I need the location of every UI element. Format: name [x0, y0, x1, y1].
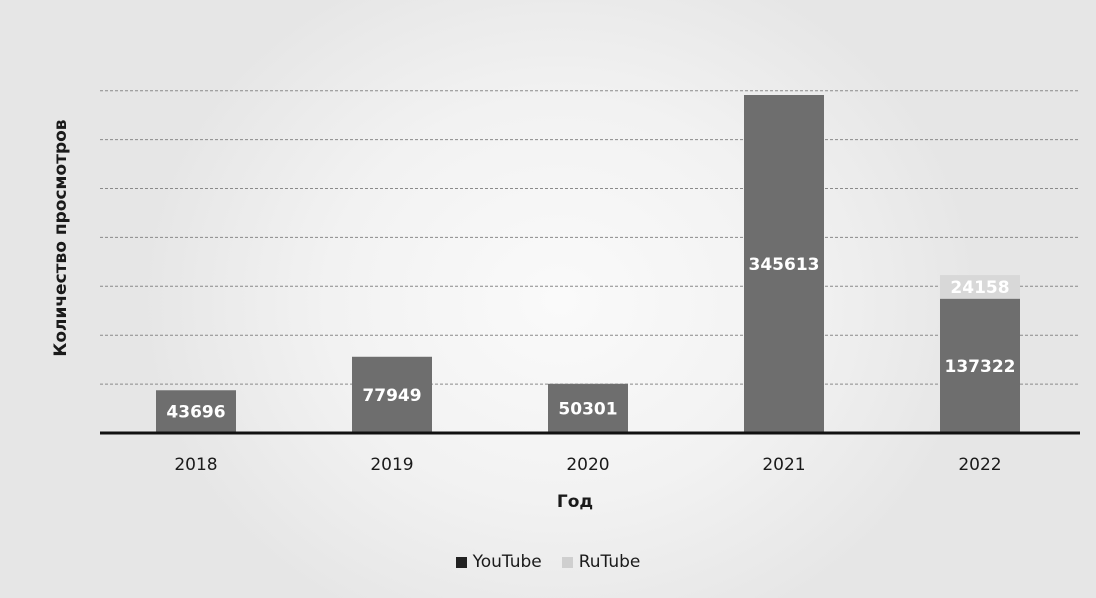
data-label-rutube-2022: 24158: [950, 278, 1009, 298]
y-axis-title: Количество просмотров: [51, 119, 71, 356]
data-label-youtube-2020: 50301: [558, 399, 617, 419]
x-axis-title: Год: [557, 492, 593, 512]
x-tick-label-2022: 2022: [958, 455, 1001, 475]
bar-youtube-2020: [548, 383, 628, 433]
bar-youtube-2022: [940, 298, 1020, 433]
x-tick-label-2021: 2021: [762, 455, 805, 475]
legend-swatch-rutube: [561, 556, 573, 568]
bar-youtube-2018: [156, 390, 236, 433]
x-tick-label-2018: 2018: [174, 455, 217, 475]
data-label-youtube-2021: 345613: [749, 255, 820, 275]
legend-swatch-youtube: [455, 556, 467, 568]
bar-youtube-2021: [744, 95, 824, 433]
legend-label-youtube: YouTube: [472, 552, 542, 572]
x-tick-label-2020: 2020: [566, 455, 609, 475]
bars: 43696 77949 50301 345613 137322 24158: [156, 95, 1020, 433]
x-tick-labels: 2018 2019 2020 2021 2022: [174, 455, 1001, 475]
legend: YouTube RuTube: [0, 552, 1096, 572]
data-label-youtube-2019: 77949: [362, 386, 421, 406]
data-label-youtube-2018: 43696: [166, 403, 225, 423]
x-tick-label-2019: 2019: [370, 455, 413, 475]
legend-item-youtube: YouTube: [455, 552, 542, 572]
bar-rutube-2022: [940, 275, 1020, 299]
legend-label-rutube: RuTube: [578, 552, 641, 572]
legend-item-rutube: RuTube: [561, 552, 641, 572]
bar-youtube-2019: [352, 356, 432, 433]
gridlines: [100, 90, 1080, 385]
data-label-youtube-2022: 137322: [945, 357, 1016, 377]
